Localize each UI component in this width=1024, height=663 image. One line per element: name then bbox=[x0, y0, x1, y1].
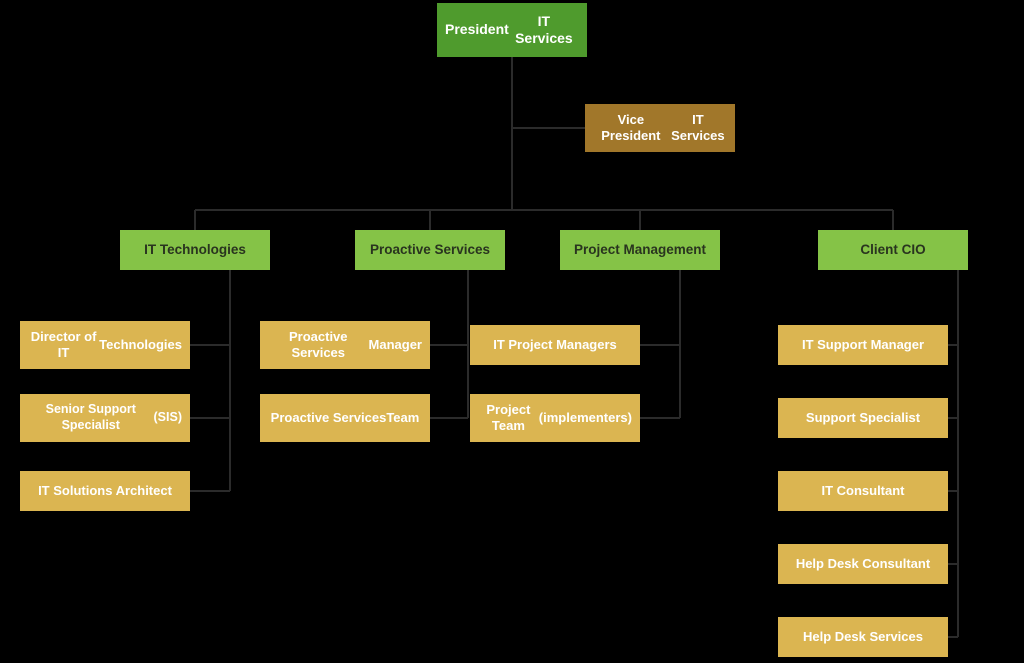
org-node-vp: Vice PresidentIT Services bbox=[585, 104, 735, 152]
org-node-cio_mgr: IT Support Manager bbox=[778, 325, 948, 365]
connector bbox=[190, 344, 230, 346]
org-node-president: PresidentIT Services bbox=[437, 3, 587, 57]
connector bbox=[948, 563, 958, 565]
org-node-it_arch: IT Solutions Architect bbox=[20, 471, 190, 511]
node-sublabel: (implementers) bbox=[539, 410, 632, 426]
connector bbox=[512, 127, 585, 129]
org-node-cio_hdcons: Help Desk Consultant bbox=[778, 544, 948, 584]
connector bbox=[229, 270, 231, 491]
node-label: Help Desk Services bbox=[803, 629, 923, 645]
node-sublabel: IT Services bbox=[509, 13, 579, 48]
org-node-dept_it: IT Technologies bbox=[120, 230, 270, 270]
connector bbox=[511, 57, 513, 210]
org-node-it_sis: Senior Support Specialist(SIS) bbox=[20, 394, 190, 442]
node-label: IT Technologies bbox=[144, 242, 246, 259]
node-label: IT Support Manager bbox=[802, 337, 924, 353]
org-node-dept_cio: Client CIO bbox=[818, 230, 968, 270]
connector bbox=[430, 344, 468, 346]
node-label: Vice President bbox=[593, 112, 669, 145]
org-node-cio_spec: Support Specialist bbox=[778, 398, 948, 438]
connector bbox=[639, 210, 641, 230]
connector bbox=[948, 344, 958, 346]
node-sublabel: Technologies bbox=[99, 337, 182, 353]
node-label: Client CIO bbox=[860, 242, 925, 259]
org-node-pro_team: Proactive ServicesTeam bbox=[260, 394, 430, 442]
connector bbox=[948, 417, 958, 419]
org-node-pro_mgr: Proactive ServicesManager bbox=[260, 321, 430, 369]
node-label: Senior Support Specialist bbox=[28, 402, 154, 433]
node-label: Proactive Services bbox=[271, 410, 387, 426]
node-label: Proactive Services bbox=[370, 242, 490, 259]
connector bbox=[957, 270, 959, 637]
connector bbox=[948, 636, 958, 638]
org-node-cio_hdserv: Help Desk Services bbox=[778, 617, 948, 657]
node-label: IT Project Managers bbox=[493, 337, 617, 353]
connector bbox=[640, 344, 680, 346]
node-label: Proactive Services bbox=[268, 329, 369, 362]
node-sublabel: (SIS) bbox=[154, 410, 182, 426]
node-label: IT Solutions Architect bbox=[38, 483, 172, 499]
node-sublabel: Team bbox=[386, 410, 419, 426]
org-node-it_dir: Director of ITTechnologies bbox=[20, 321, 190, 369]
node-label: Project Team bbox=[478, 402, 539, 435]
org-node-pm_mgr: IT Project Managers bbox=[470, 325, 640, 365]
node-label: IT Consultant bbox=[821, 483, 904, 499]
org-node-pm_team: Project Team(implementers) bbox=[470, 394, 640, 442]
connector bbox=[948, 490, 958, 492]
connector bbox=[194, 210, 196, 230]
connector bbox=[892, 210, 894, 230]
node-sublabel: IT Services bbox=[669, 112, 727, 145]
connector bbox=[195, 209, 893, 211]
node-label: Help Desk Consultant bbox=[796, 556, 930, 572]
node-label: Support Specialist bbox=[806, 410, 920, 426]
node-label: Project Management bbox=[574, 242, 706, 259]
connector bbox=[190, 490, 230, 492]
org-node-cio_cons: IT Consultant bbox=[778, 471, 948, 511]
node-sublabel: Manager bbox=[369, 337, 422, 353]
connector bbox=[640, 417, 680, 419]
org-node-dept_proactive: Proactive Services bbox=[355, 230, 505, 270]
node-label: Director of IT bbox=[28, 329, 99, 362]
org-chart: PresidentIT ServicesVice PresidentIT Ser… bbox=[0, 0, 1024, 663]
connector bbox=[430, 417, 468, 419]
node-label: President bbox=[445, 21, 509, 39]
org-node-dept_pm: Project Management bbox=[560, 230, 720, 270]
connector bbox=[190, 417, 230, 419]
connector bbox=[429, 210, 431, 230]
